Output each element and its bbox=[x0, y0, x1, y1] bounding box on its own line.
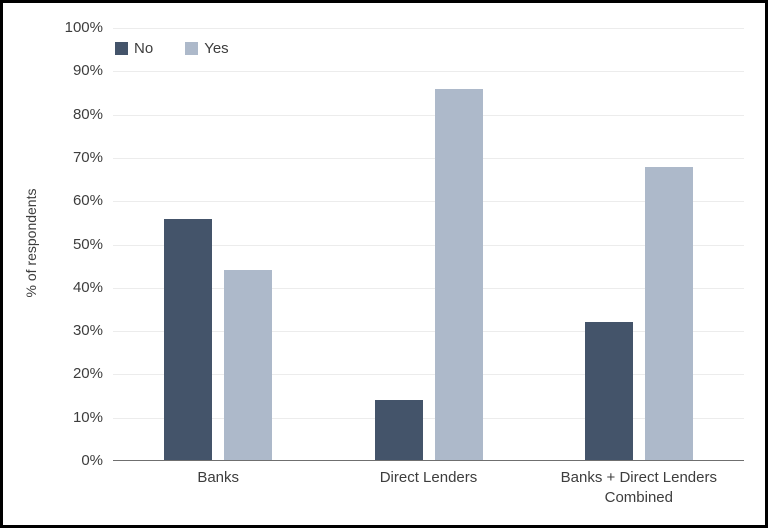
gridline bbox=[113, 201, 744, 203]
y-tick-label: 100% bbox=[64, 19, 103, 36]
gridline bbox=[113, 114, 744, 116]
y-axis-title: % of respondents bbox=[23, 188, 39, 298]
gridline bbox=[113, 374, 744, 376]
y-axis-ticks: 0% 10% 20% 30% 40% 50% 60% 70% 80% 90% 100% bbox=[39, 3, 103, 525]
gridline bbox=[113, 28, 744, 29]
x-category-label-2: Direct Lenders bbox=[379, 469, 478, 486]
y-tick-label: 70% bbox=[72, 148, 103, 166]
legend-label: Yes bbox=[204, 40, 229, 57]
y-tick-label: 30% bbox=[72, 322, 103, 340]
gridline bbox=[113, 244, 744, 246]
y-tick-label: 80% bbox=[72, 105, 103, 123]
legend-item-no: No bbox=[115, 40, 153, 57]
legend: No Yes bbox=[115, 40, 229, 57]
y-tick-label: 0% bbox=[81, 452, 103, 469]
legend-label: No bbox=[134, 40, 154, 57]
x-axis-line bbox=[113, 459, 744, 461]
legend-swatch-no bbox=[115, 42, 128, 55]
bar-no-2 bbox=[374, 400, 423, 461]
gridline bbox=[113, 71, 744, 73]
bar-no-1 bbox=[164, 218, 213, 461]
y-tick-label: 10% bbox=[72, 408, 103, 426]
x-category-label-3: Banks + Direct Lenders Combined bbox=[560, 469, 717, 507]
gridline bbox=[113, 417, 744, 419]
x-axis-labels: Banks Direct Lenders Banks + Direct Lender… bbox=[113, 468, 744, 509]
y-tick-label: 20% bbox=[72, 365, 103, 383]
legend-item-yes: Yes bbox=[185, 40, 229, 57]
x-category-label-1: Banks bbox=[197, 469, 240, 486]
legend-swatch-yes bbox=[185, 42, 199, 55]
y-tick-label: 90% bbox=[72, 62, 103, 80]
bar-yes-1 bbox=[224, 270, 273, 461]
gridline bbox=[113, 157, 744, 159]
bar-yes-3 bbox=[644, 166, 693, 461]
y-tick-label: 40% bbox=[72, 278, 103, 296]
bar-yes-2 bbox=[434, 88, 483, 461]
bar-no-3 bbox=[584, 322, 633, 461]
gridline bbox=[113, 331, 744, 333]
y-tick-label: 50% bbox=[72, 235, 103, 253]
y-tick-label: 60% bbox=[72, 192, 103, 210]
gridline bbox=[113, 287, 744, 289]
plot-area bbox=[113, 28, 744, 461]
